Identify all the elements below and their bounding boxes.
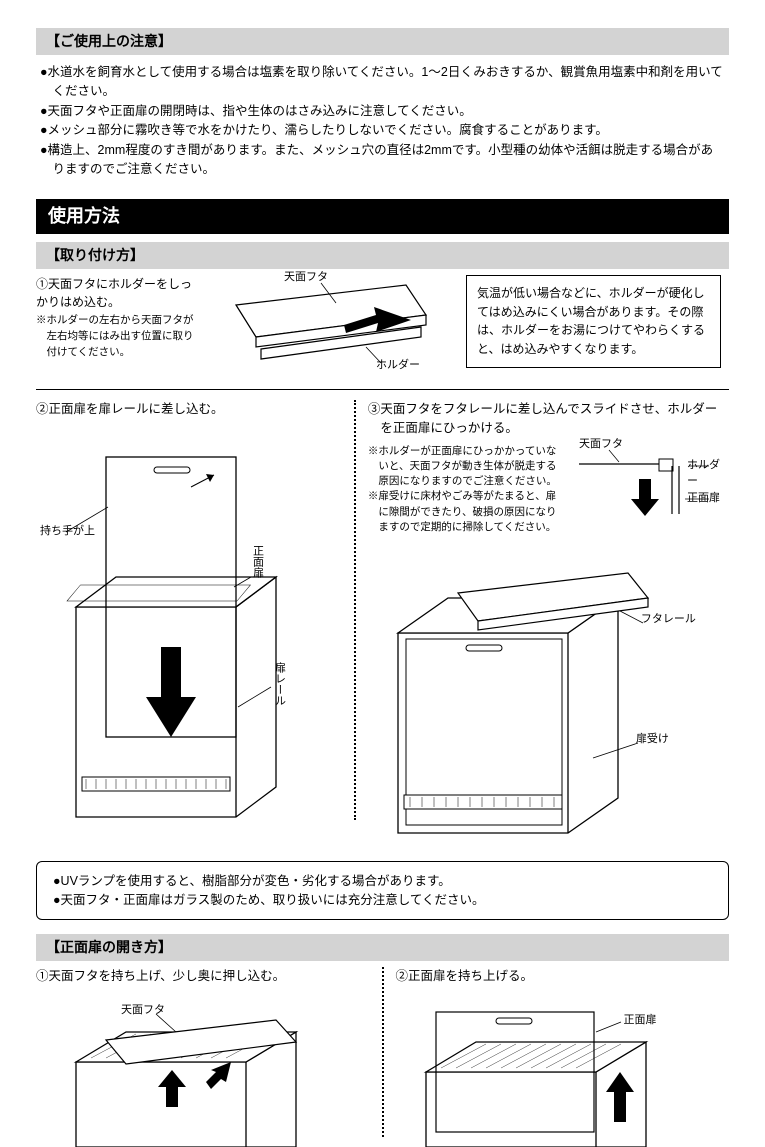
open1-diagram: 天面フタ [36, 992, 370, 1147]
usage-header: 使用方法 [36, 199, 729, 234]
step1-sub: ※ホルダーの左右から天面フタが左右均等にはみ出す位置に取り付けてください。 [36, 313, 196, 360]
label-door-receiver: 扉受け [636, 731, 669, 748]
steps-2-3: ②正面扉を扉レールに差し込む。 [36, 400, 729, 843]
label-holder: ホルダー [376, 357, 420, 374]
warning-item: ●天面フタ・正面扉はガラス製のため、取り扱いには充分注意してください。 [53, 891, 712, 910]
caution-list: ●水道水を飼育水として使用する場合は塩素を取り除いてください。1～2日くみおきす… [36, 61, 729, 189]
opening-steps: ①天面フタを持ち上げ、少し奥に押し込む。 天面フタ ② [36, 967, 729, 1147]
step3-title: ③天面フタをフタレールに差し込んでスライドさせ、ホルダーを正面扉にひっかける。 [368, 400, 729, 438]
step2-diagram: 持ち手が上 正面扉 扉レール [36, 427, 342, 822]
warning-item: ●UVランプを使用すると、樹脂部分が変色・劣化する場合があります。 [53, 872, 712, 891]
caution-item: ●構造上、2mm程度のすき間があります。また、メッシュ穴の直径は2mmです。小型… [40, 141, 725, 180]
open-step2: ②正面扉を持ち上げる。 正面扉 [384, 967, 730, 1147]
install-header: 【取り付け方】 [36, 242, 729, 269]
step3-col: ③天面フタをフタレールに差し込んでスライドさせ、ホルダーを正面扉にひっかける。 … [356, 400, 729, 843]
open2-title: ②正面扉を持ち上げる。 [396, 967, 730, 986]
caution-item: ●天面フタや正面扉の開閉時は、指や生体のはさみ込みに注意してください。 [40, 102, 725, 121]
step2-title: ②正面扉を扉レールに差し込む。 [36, 400, 342, 419]
label-handle-up: 持ち手が上 [40, 523, 95, 540]
open2-diagram: 正面扉 [396, 992, 730, 1147]
detail-label-holder: ホルダー [687, 457, 729, 490]
label-door-rail: 扉レール [271, 662, 288, 706]
label-top-lid: 天面フタ [284, 269, 328, 286]
temperature-note: 気温が低い場合などに、ホルダーが硬化してはめ込みにくい場合があります。その際は、… [466, 275, 721, 367]
step3-diagram: フタレール 扉受け [368, 543, 729, 843]
label-front-door: 正面扉 [249, 545, 266, 578]
caution-item: ●メッシュ部分に霧吹き等で水をかけたり、濡らしたりしないでください。腐食すること… [40, 121, 725, 140]
open-step1: ①天面フタを持ち上げ、少し奥に押し込む。 天面フタ [36, 967, 382, 1147]
open1-label-top: 天面フタ [121, 1002, 165, 1019]
step1-diagram: 天面フタ ホルダー [206, 275, 456, 375]
step1-title: ①天面フタにホルダーをしっかりはめ込む。 [36, 275, 196, 311]
step3-note-a: ※ホルダーが正面扉にひっかかっていないと、天面フタが動き生体が脱走する原因になり… [368, 444, 561, 490]
detail-label-top: 天面フタ [579, 436, 623, 453]
step1-text: ①天面フタにホルダーをしっかりはめ込む。 ※ホルダーの左右から天面フタが左右均等… [36, 275, 196, 360]
step2-col: ②正面扉を扉レールに差し込む。 [36, 400, 354, 843]
label-lid-rail: フタレール [641, 611, 696, 628]
separator [36, 389, 729, 390]
open2-label-door: 正面扉 [624, 1012, 657, 1029]
caution-item: ●水道水を飼育水として使用する場合は塩素を取り除いてください。1～2日くみおきす… [40, 63, 725, 102]
detail-label-door: 正面扉 [687, 490, 720, 507]
step3-note-b: ※扉受けに床材やごみ等がたまると、扉に隙間ができたり、破損の原因になりますので定… [368, 489, 561, 535]
caution-header: 【ご使用上の注意】 [36, 28, 729, 55]
step3-detail-diagram: 天面フタ ホルダー 正面扉 [569, 444, 729, 539]
open1-title: ①天面フタを持ち上げ、少し奥に押し込む。 [36, 967, 370, 986]
opening-header: 【正面扉の開き方】 [36, 934, 729, 961]
warning-box: ●UVランプを使用すると、樹脂部分が変色・劣化する場合があります。 ●天面フタ・… [36, 861, 729, 921]
step1-row: ①天面フタにホルダーをしっかりはめ込む。 ※ホルダーの左右から天面フタが左右均等… [36, 275, 729, 375]
